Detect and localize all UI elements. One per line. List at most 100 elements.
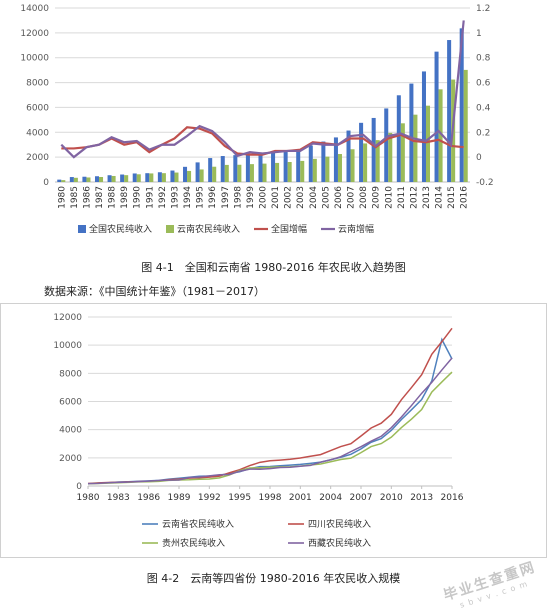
bar	[459, 28, 464, 183]
bar	[287, 162, 292, 182]
bar	[258, 153, 263, 182]
bar	[195, 162, 200, 182]
x-tick-label: 2011	[397, 186, 407, 209]
bar	[183, 166, 188, 182]
bar	[283, 151, 288, 182]
y2-tick-label: 0.8	[476, 54, 491, 64]
bar	[187, 170, 192, 182]
figure1-caption: 图 4-1 全国和云南省 1980-2016 年农民收入趋势图	[141, 261, 406, 274]
bar	[124, 175, 129, 182]
x-tick-label: 2013	[422, 186, 432, 209]
bar	[296, 149, 301, 182]
x-tick-label: 1993	[170, 186, 180, 209]
bar	[245, 154, 250, 182]
x-tick-label: 1998	[233, 186, 243, 209]
x-tick-label: 1987	[95, 186, 105, 209]
x-tick-label: 1992	[158, 186, 168, 209]
bar	[174, 172, 179, 182]
legend-swatch	[166, 225, 174, 233]
bar	[384, 108, 389, 182]
bar	[312, 158, 317, 182]
bar	[409, 83, 414, 182]
watermark: 毕业生查重网 s b v v . c o m	[441, 556, 541, 613]
y-tick-label: 12000	[20, 29, 49, 39]
x-tick-label: 1997	[221, 186, 231, 209]
x-tick-label: 1995	[228, 493, 251, 503]
bar	[434, 51, 439, 182]
bar	[157, 172, 162, 182]
bar	[145, 173, 150, 182]
bar	[237, 164, 242, 182]
figure2-caption: 图 4-2 云南等四省份 1980-2016 年农民收入规模	[146, 572, 401, 585]
x-tick-label: 2001	[271, 186, 281, 209]
bar	[271, 152, 276, 182]
y-tick-label: 8000	[59, 369, 82, 379]
bar	[438, 89, 443, 182]
bar	[275, 162, 280, 182]
bar	[69, 177, 74, 182]
x-tick-label: 1980	[57, 186, 67, 209]
y2-tick-label: 0	[476, 153, 482, 163]
bar	[425, 105, 431, 182]
bar	[199, 169, 204, 182]
x-tick-label: 2015	[447, 186, 457, 209]
x-tick-label: 1999	[246, 186, 256, 209]
legend-label: 云南增幅	[338, 223, 374, 235]
bar	[61, 180, 66, 182]
x-tick-label: 2016	[441, 493, 464, 503]
x-tick-label: 2012	[409, 186, 419, 209]
x-tick-label: 2004	[319, 493, 342, 503]
legend-swatch	[78, 225, 86, 233]
series-line	[87, 357, 453, 485]
y-tick-label: 0	[43, 178, 49, 188]
series-line	[87, 327, 453, 485]
y-tick-label: 12000	[53, 313, 82, 323]
legend-label: 云南农民纯收入	[177, 223, 240, 235]
x-tick-label: 2002	[284, 186, 294, 209]
y2-tick-label: 0.4	[476, 103, 491, 113]
bar	[57, 179, 62, 182]
bar	[161, 173, 166, 182]
y-tick-label: 6000	[59, 398, 82, 408]
bar	[321, 141, 326, 182]
y2-tick-label: 0.6	[476, 79, 491, 89]
bar	[149, 173, 154, 182]
x-tick-label: 1988	[108, 186, 118, 209]
x-tick-label: 2014	[435, 186, 445, 209]
bar	[300, 160, 305, 182]
bar	[400, 123, 405, 182]
y-tick-label: 4000	[59, 426, 82, 436]
bar	[346, 130, 351, 182]
x-tick-label: 2010	[380, 493, 403, 503]
y-tick-label: 10000	[53, 341, 82, 351]
bar	[86, 177, 91, 182]
bar	[350, 149, 355, 182]
y-tick-label: 10000	[20, 54, 49, 64]
x-tick-label: 2010	[384, 186, 394, 209]
y2-tick-label: -0.2	[476, 178, 494, 188]
y2-tick-label: 1	[476, 29, 482, 39]
x-tick-label: 1985	[70, 186, 80, 209]
figure1-source: 数据来源：《中国统计年鉴》（1981－2017）	[44, 285, 265, 298]
x-tick-label: 1994	[183, 186, 193, 209]
bar	[99, 176, 104, 182]
legend-label: 四川农民纯收入	[308, 518, 371, 530]
bar	[325, 156, 330, 182]
y-tick-label: 14000	[20, 4, 49, 14]
series-line	[60, 20, 465, 159]
legend-label: 全国增幅	[271, 223, 307, 235]
bar	[136, 174, 141, 182]
x-tick-label: 2006	[334, 186, 344, 209]
y2-tick-label: 0.2	[476, 128, 490, 138]
x-tick-label: 2003	[296, 186, 306, 209]
bar	[220, 156, 225, 182]
bar	[120, 174, 125, 182]
bar	[212, 166, 217, 182]
x-tick-label: 2005	[321, 186, 331, 209]
y-tick-label: 2000	[59, 454, 82, 464]
x-tick-label: 2007	[350, 493, 373, 503]
bar	[375, 140, 380, 182]
bar	[371, 117, 376, 182]
bar	[82, 176, 87, 182]
bar	[208, 158, 213, 182]
